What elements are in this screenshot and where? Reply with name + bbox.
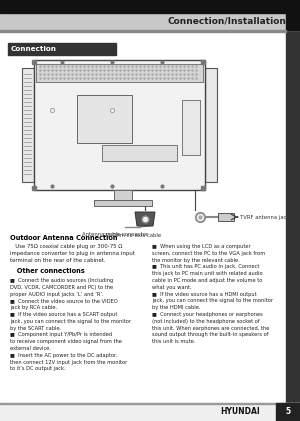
Bar bbox=[77, 95, 132, 143]
Bar bbox=[94, 200, 152, 206]
Bar bbox=[36, 64, 203, 82]
Text: Use 75Ω coaxial cable plug or 300-75 Ω
impedance converter to plug in antenna in: Use 75Ω coaxial cable plug or 300-75 Ω i… bbox=[10, 244, 135, 263]
Bar bbox=[0, 13, 300, 30]
Bar bbox=[0, 0, 300, 13]
Text: 75 Ohm co-axis cable: 75 Ohm co-axis cable bbox=[104, 233, 162, 238]
Text: Outdoor Antenna Connection: Outdoor Antenna Connection bbox=[10, 235, 118, 241]
Bar bbox=[0, 403, 300, 404]
Bar bbox=[286, 30, 300, 403]
Bar bbox=[0, 31, 286, 403]
Bar bbox=[102, 145, 177, 161]
Text: Antenna cable connector: Antenna cable connector bbox=[82, 232, 148, 237]
Bar bbox=[8, 43, 116, 55]
Bar bbox=[0, 403, 300, 421]
Text: ■  When using the LCD as a computer
screen, connect the PC to the VGA jack from
: ■ When using the LCD as a computer scree… bbox=[152, 244, 273, 344]
Text: TVRF antenna jack: TVRF antenna jack bbox=[240, 215, 290, 219]
Bar bbox=[276, 403, 300, 421]
Bar bbox=[218, 213, 234, 221]
Text: HYUNDAI: HYUNDAI bbox=[220, 408, 260, 416]
Text: ■  Connect the audio sources (Including
DVD, VCDR, CAMCORDER and PC) to the
prop: ■ Connect the audio sources (Including D… bbox=[10, 278, 131, 371]
Bar bbox=[205, 68, 217, 182]
Polygon shape bbox=[135, 212, 155, 226]
Bar bbox=[114, 190, 132, 200]
Text: 5: 5 bbox=[285, 408, 291, 416]
Bar bbox=[34, 60, 205, 190]
Text: Connection: Connection bbox=[11, 46, 57, 52]
Text: Connection/Installation: Connection/Installation bbox=[167, 17, 286, 26]
Text: Other connections: Other connections bbox=[10, 268, 85, 274]
Bar bbox=[286, 13, 300, 30]
Bar bbox=[182, 100, 200, 155]
Bar bbox=[0, 30, 286, 32]
Bar bbox=[22, 68, 34, 182]
